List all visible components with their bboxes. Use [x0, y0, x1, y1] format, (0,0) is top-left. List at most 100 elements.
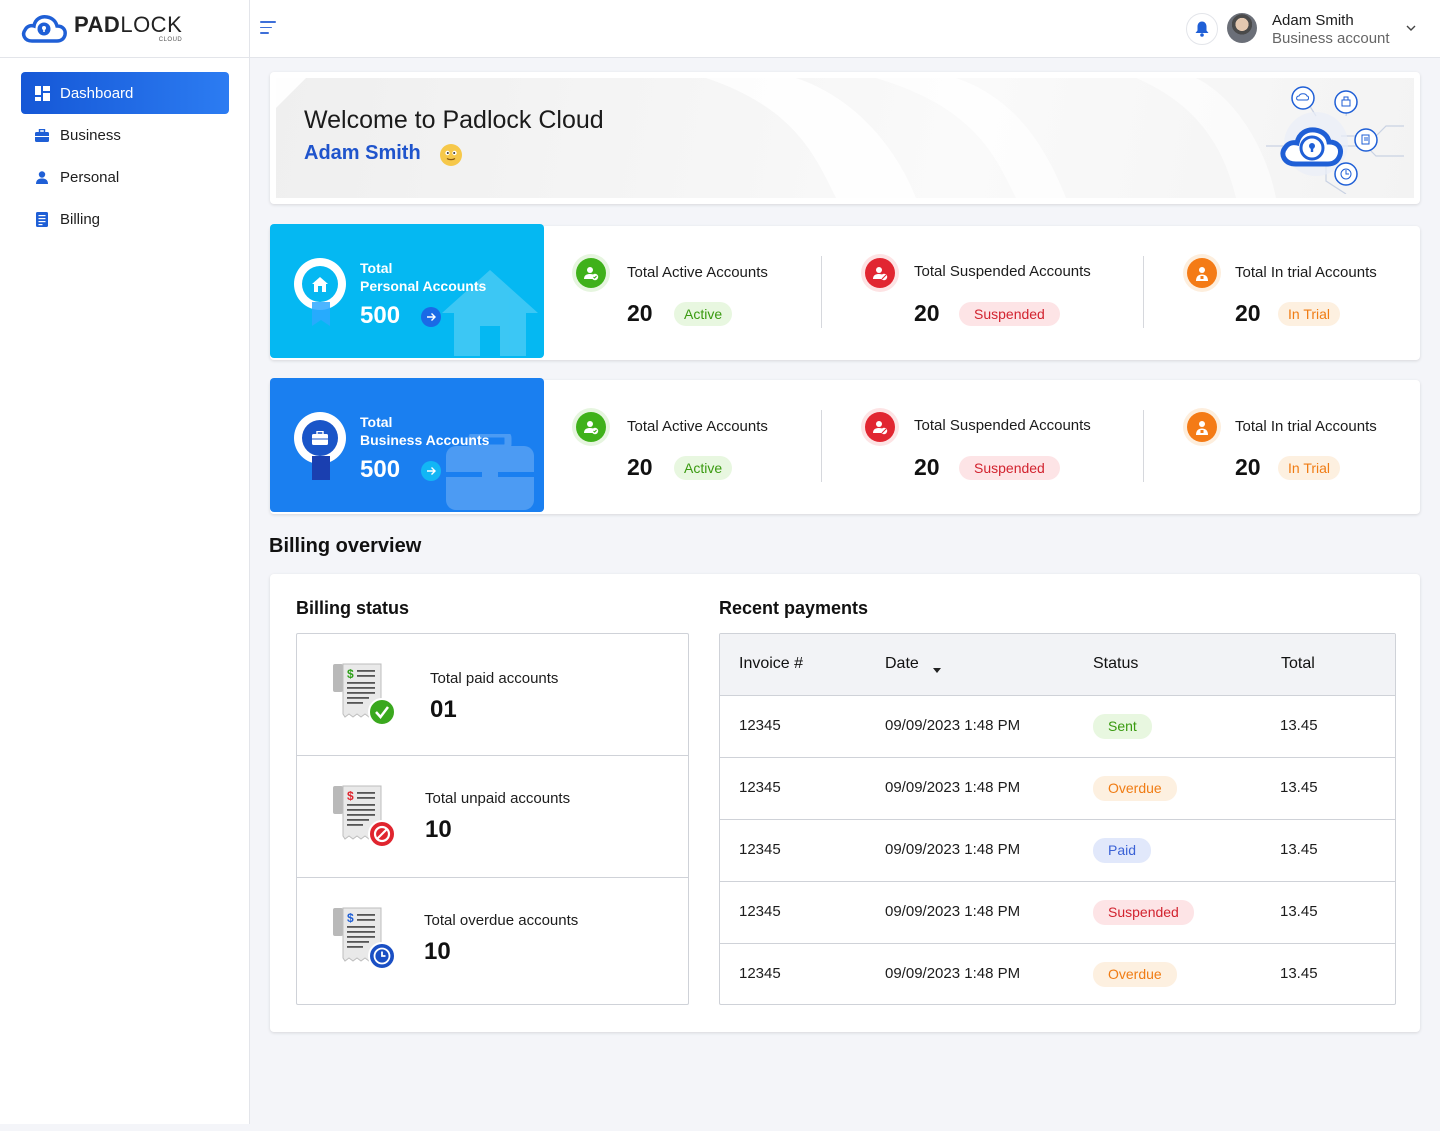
sidebar-item-label: Billing — [60, 210, 101, 228]
status-badge: Overdue — [1093, 776, 1177, 801]
sidebar: PADLOCK CLOUD Dashboard Business Persona… — [0, 0, 250, 1124]
stat-label: Total In trial Accounts — [1235, 418, 1377, 435]
user-name[interactable]: Adam Smith — [1272, 12, 1354, 29]
sidebar-item-label: Business — [60, 126, 121, 144]
table-row[interactable]: 12345 09/09/2023 1:48 PM Suspended 13.45 — [720, 882, 1395, 944]
stat-active: Total Active Accounts 20 Active — [544, 380, 822, 510]
business-accounts-card[interactable]: Total Business Accounts 500 — [270, 378, 544, 512]
cell-date: 09/09/2023 1:48 PM — [885, 965, 1021, 982]
briefcase-icon — [34, 127, 50, 143]
status-badge: Sent — [1093, 714, 1152, 739]
personal-accounts-row: Total Personal Accounts 500 Total Active… — [270, 224, 1420, 360]
cell-total: 13.45 — [1280, 841, 1318, 858]
billing-status-unpaid: $ Total unpaid accounts 10 — [297, 756, 688, 878]
status-badge: In Trial — [1278, 302, 1341, 326]
status-badge: Overdue — [1093, 962, 1177, 987]
user-check-icon — [576, 412, 606, 442]
business-medal-icon — [294, 412, 346, 464]
welcome-banner: Welcome to Padlock Cloud Adam Smith — [270, 72, 1420, 204]
user-role: Business account — [1272, 30, 1390, 47]
menu-toggle-icon[interactable] — [260, 21, 276, 35]
ribbon-icon — [312, 302, 330, 326]
person-icon — [34, 169, 50, 185]
stat-suspended: Total Suspended Accounts 20 Suspended — [822, 380, 1142, 510]
hero-total: 500 — [360, 456, 401, 483]
divider — [1143, 410, 1144, 482]
billing-status-label: Total paid accounts — [430, 670, 559, 687]
stat-trial: Total In trial Accounts 20 In Trial — [1144, 226, 1420, 356]
status-badge: Suspended — [1093, 900, 1194, 925]
table-row[interactable]: 12345 09/09/2023 1:48 PM Overdue 13.45 — [720, 758, 1395, 820]
table-row[interactable]: 12345 09/09/2023 1:48 PM Sent 13.45 — [720, 696, 1395, 758]
stat-value: 20 — [1235, 300, 1261, 326]
column-header-invoice[interactable]: Invoice # — [739, 655, 804, 672]
logo[interactable]: PADLOCK CLOUD — [0, 0, 249, 58]
column-header-date[interactable]: Date — [885, 655, 919, 672]
status-badge: Active — [674, 456, 733, 480]
sidebar-item-label: Personal — [60, 168, 120, 186]
sort-down-icon[interactable] — [933, 660, 941, 678]
cell-total: 13.45 — [1280, 717, 1318, 734]
arrow-right-icon[interactable] — [421, 307, 441, 327]
stat-label: Total Suspended Accounts — [914, 417, 1091, 434]
personal-accounts-card[interactable]: Total Personal Accounts 500 — [270, 224, 544, 358]
column-header-status[interactable]: Status — [1093, 655, 1139, 672]
cell-invoice: 12345 — [739, 717, 781, 734]
stat-value: 20 — [627, 300, 653, 326]
billing-status-value: 10 — [424, 938, 451, 965]
chevron-down-icon[interactable] — [1406, 22, 1416, 34]
sidebar-nav: Dashboard Business Personal Billing — [0, 58, 249, 240]
cell-date: 09/09/2023 1:48 PM — [885, 903, 1021, 920]
sidebar-item-personal[interactable]: Personal — [21, 156, 229, 198]
divider — [1143, 256, 1144, 328]
billing-status-value: 10 — [425, 816, 452, 843]
user-blocked-icon — [865, 258, 895, 288]
sidebar-item-billing[interactable]: Billing — [21, 198, 229, 240]
svg-text:$: $ — [347, 911, 354, 925]
smiling-face-icon — [440, 144, 462, 166]
logo-text: PADLOCK CLOUD — [74, 12, 183, 44]
sidebar-item-business[interactable]: Business — [21, 114, 229, 156]
notification-bell-icon[interactable] — [1186, 13, 1218, 45]
stat-trial: Total In trial Accounts 20 In Trial — [1144, 380, 1420, 510]
sidebar-item-label: Dashboard — [60, 84, 134, 102]
cell-date: 09/09/2023 1:48 PM — [885, 717, 1021, 734]
billing-status-value: 01 — [430, 696, 457, 723]
briefcase-bg-icon — [446, 430, 534, 512]
business-accounts-row: Total Business Accounts 500 Total Active… — [270, 378, 1420, 514]
billing-overview-title: Billing overview — [269, 535, 422, 557]
dashboard-icon — [34, 85, 50, 101]
divider — [821, 256, 822, 328]
arrow-right-icon[interactable] — [421, 461, 441, 481]
status-badge: In Trial — [1278, 456, 1341, 480]
svg-text:$: $ — [347, 789, 354, 803]
invoice-overdue-icon: $ — [333, 906, 396, 970]
user-blocked-icon — [865, 412, 895, 442]
billing-status-paid: $ Total paid accounts 01 — [297, 634, 688, 756]
sidebar-item-dashboard[interactable]: Dashboard — [21, 72, 229, 114]
table-header: Invoice # Date Status Total — [720, 634, 1395, 696]
cell-total: 13.45 — [1280, 903, 1318, 920]
ribbon-icon — [312, 456, 330, 480]
user-trial-icon — [1187, 258, 1217, 288]
status-badge: Paid — [1093, 838, 1152, 863]
hero-label-line1: Total — [360, 414, 393, 430]
avatar[interactable] — [1227, 13, 1257, 43]
welcome-background — [276, 78, 1414, 198]
stat-value: 20 — [914, 300, 940, 326]
column-header-total[interactable]: Total — [1281, 655, 1315, 672]
invoice-paid-icon: $ — [333, 662, 396, 726]
cell-date: 09/09/2023 1:48 PM — [885, 841, 1021, 858]
svg-text:$: $ — [347, 667, 354, 681]
billing-status-box: $ Total paid accounts 01 $ — [296, 633, 689, 1005]
stat-label: Total Suspended Accounts — [914, 263, 1091, 280]
hero-label-line2: Personal Accounts — [360, 278, 487, 294]
stat-value: 20 — [914, 454, 940, 480]
stat-value: 20 — [1235, 454, 1261, 480]
table-row[interactable]: 12345 09/09/2023 1:48 PM Paid 13.45 — [720, 820, 1395, 882]
status-badge: Suspended — [959, 302, 1060, 326]
hero-label-line2: Business Accounts — [360, 432, 490, 448]
billing-overview-card: Billing status Recent payments $ Total p… — [270, 574, 1420, 1032]
billing-status-label: Total overdue accounts — [424, 912, 579, 929]
table-row[interactable]: 12345 09/09/2023 1:48 PM Overdue 13.45 — [720, 944, 1395, 1004]
